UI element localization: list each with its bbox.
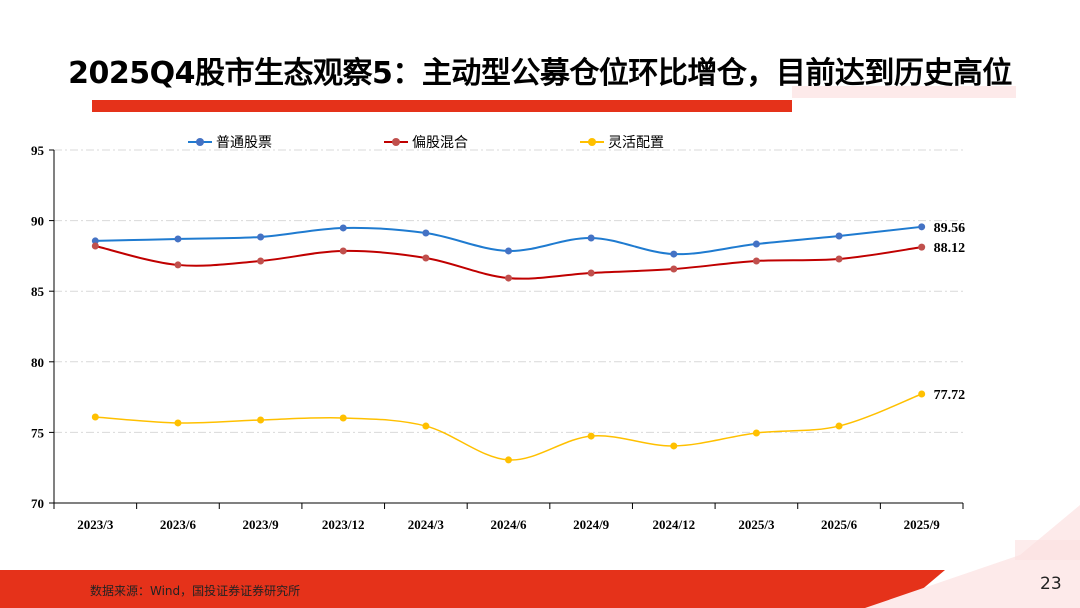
data-point xyxy=(918,390,926,398)
data-point xyxy=(174,261,182,269)
x-tick-label: 2023/3 xyxy=(77,517,114,532)
data-point xyxy=(257,416,265,424)
x-tick-label: 2023/9 xyxy=(243,517,280,532)
data-point xyxy=(257,233,265,241)
data-point xyxy=(91,242,99,250)
data-point xyxy=(257,257,265,265)
data-point xyxy=(505,247,512,255)
data-point xyxy=(587,234,595,242)
data-point xyxy=(752,257,760,265)
legend-label: 偏股混合 xyxy=(412,135,468,151)
legend-item: 普通股票 xyxy=(188,132,272,152)
data-point xyxy=(174,419,182,427)
data-point xyxy=(505,456,512,464)
data-point xyxy=(422,254,430,262)
x-tick-label: 2024/6 xyxy=(490,517,527,532)
data-point xyxy=(918,243,926,251)
x-tick-label: 2024/12 xyxy=(652,517,695,532)
legend-item: 偏股混合 xyxy=(384,132,468,152)
x-tick-label: 2025/3 xyxy=(738,517,775,532)
x-tick-label: 2023/12 xyxy=(322,517,365,532)
data-point xyxy=(339,414,347,422)
data-point xyxy=(670,250,678,258)
legend-marker-icon xyxy=(384,138,408,146)
x-tick-label: 2025/9 xyxy=(904,517,941,532)
data-point xyxy=(339,247,347,255)
data-point xyxy=(752,240,760,248)
data-point xyxy=(505,274,512,282)
y-tick-label: 85 xyxy=(31,284,45,299)
data-label: 89.56 xyxy=(934,221,966,236)
source-note: 数据来源：Wind，国投证券证券研究所 xyxy=(90,584,301,598)
legend-label: 灵活配置 xyxy=(608,135,664,151)
data-point xyxy=(918,223,926,231)
corner-pink-shape-2 xyxy=(1015,540,1080,560)
data-point xyxy=(835,422,843,430)
y-tick-label: 90 xyxy=(31,214,44,229)
corner-pink-shape xyxy=(865,505,1080,608)
data-point xyxy=(670,265,678,273)
data-point xyxy=(835,232,843,240)
data-point xyxy=(339,224,347,232)
series-line-2 xyxy=(95,393,922,461)
data-point xyxy=(670,442,678,450)
data-point xyxy=(91,237,99,245)
footer-red-band xyxy=(0,570,945,608)
data-point xyxy=(587,432,595,440)
y-tick-label: 70 xyxy=(31,496,44,511)
data-point xyxy=(587,269,595,277)
data-label: 88.12 xyxy=(934,241,966,256)
y-tick-label: 75 xyxy=(31,425,45,440)
legend-label: 普通股票 xyxy=(216,135,272,151)
y-tick-label: 95 xyxy=(31,143,45,158)
x-tick-label: 2024/9 xyxy=(573,517,610,532)
data-point xyxy=(752,429,760,437)
legend-marker-icon xyxy=(188,138,212,146)
data-point xyxy=(835,255,843,263)
data-point xyxy=(174,235,182,243)
title-accent-bar xyxy=(792,86,1016,98)
x-tick-label: 2025/6 xyxy=(821,517,858,532)
title-underline-bar xyxy=(92,100,792,112)
data-label: 77.72 xyxy=(934,388,966,403)
page-title: 2025Q4股市生态观察5：主动型公募仓位环比增仓，目前达到历史高位 xyxy=(68,56,1012,91)
page-number: 23 xyxy=(1040,574,1062,594)
data-point xyxy=(422,229,430,237)
x-tick-label: 2024/3 xyxy=(408,517,445,532)
legend-item: 灵活配置 xyxy=(580,132,664,152)
y-tick-label: 80 xyxy=(31,355,44,370)
data-point xyxy=(91,413,99,421)
x-tick-label: 2023/6 xyxy=(160,517,197,532)
data-point xyxy=(422,422,430,430)
legend-marker-icon xyxy=(580,138,604,146)
